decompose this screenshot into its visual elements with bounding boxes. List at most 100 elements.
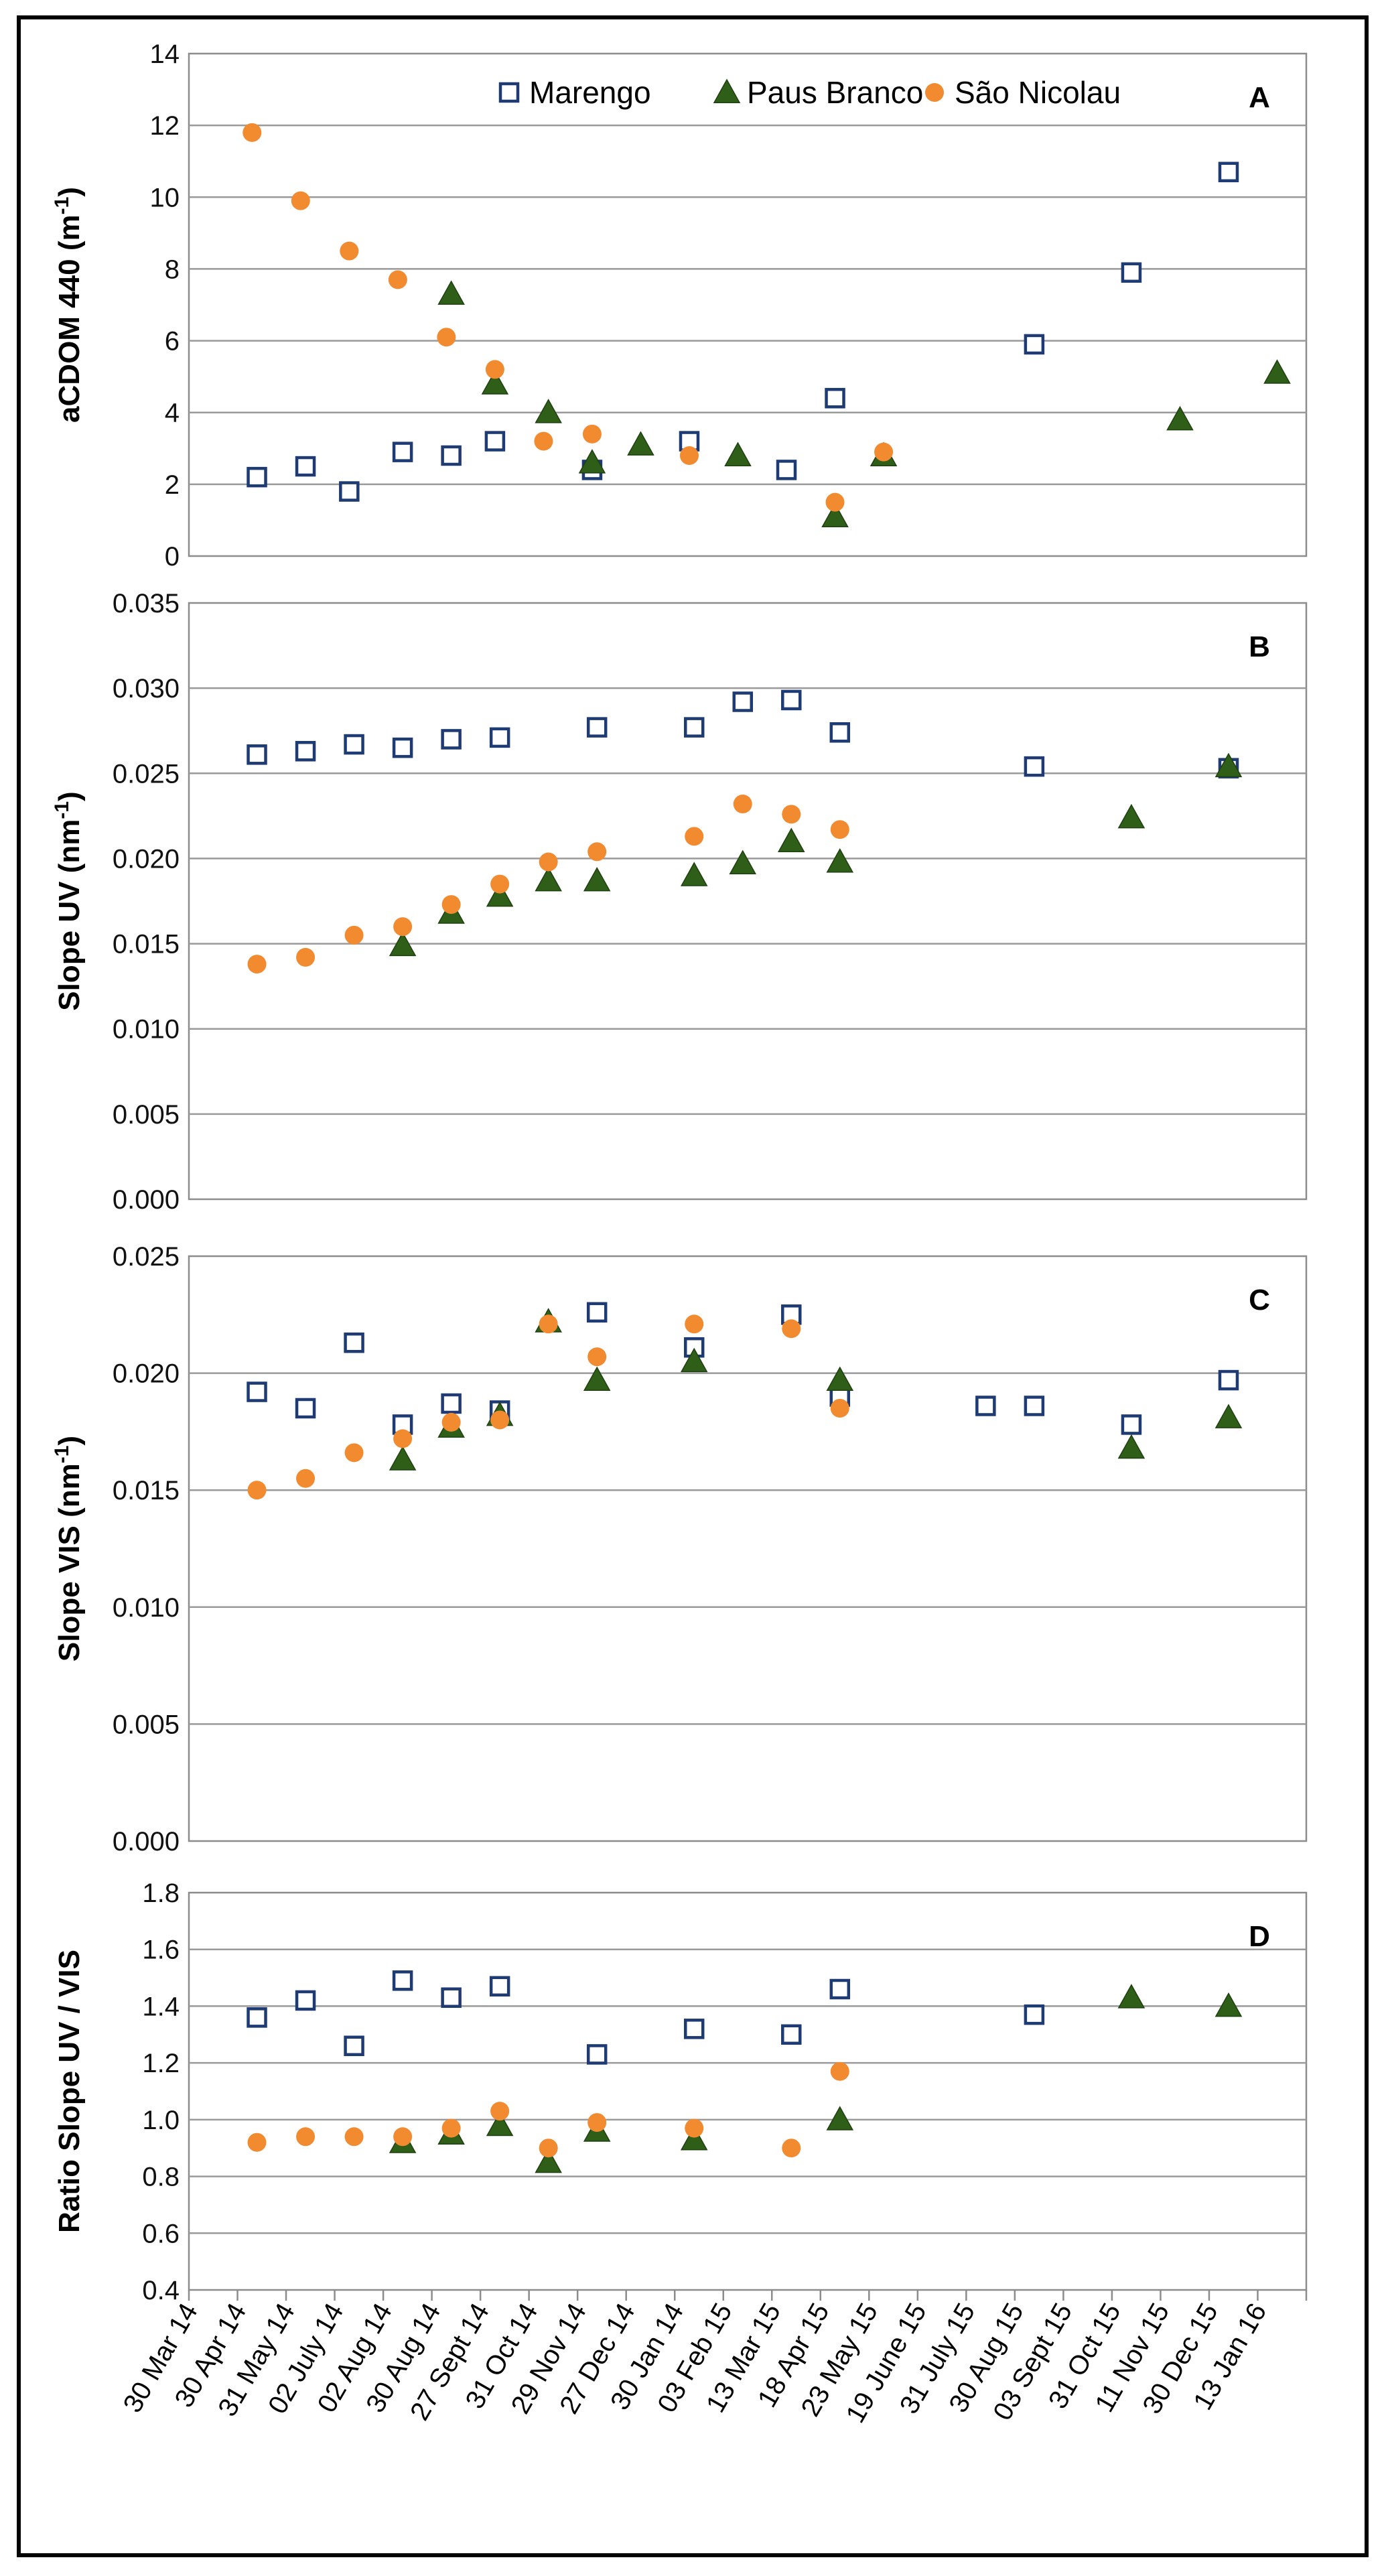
- y-axis-label: Slope VIS (nm-1): [51, 1436, 86, 1662]
- panel-a: 0 2 4 6 8 10 12 14 aCDOM 440 (m-1) A Marengo Paus B…: [51, 40, 1308, 571]
- data-point: [776, 460, 797, 480]
- data-point: [1263, 359, 1291, 384]
- data-point: [242, 123, 262, 142]
- data-point: [247, 1381, 267, 1402]
- data-point: [344, 2127, 364, 2147]
- data-point: [340, 241, 359, 261]
- y-tick-label: 0.015: [113, 930, 180, 959]
- data-point: [344, 925, 364, 945]
- panel-d: 0.4 0.6 0.8 1.0 1.2 1.4 1.6 1.8 Ratio Slope UV /…: [53, 1879, 1308, 2305]
- panel-c: 0.000 0.005 0.010 0.015 0.020 0.025 Slope VIS …: [51, 1242, 1308, 1856]
- data-point: [830, 1398, 849, 1418]
- data-point: [441, 2118, 461, 2138]
- legend-marker: [713, 78, 741, 103]
- data-point: [582, 424, 602, 444]
- data-point: [389, 1446, 417, 1471]
- data-point: [874, 442, 894, 462]
- data-point: [486, 2111, 514, 2137]
- data-point: [388, 270, 407, 289]
- data-point: [441, 729, 462, 750]
- data-point: [490, 2102, 510, 2121]
- y-tick-label: 10: [150, 183, 180, 212]
- data-point: [393, 1429, 413, 1448]
- data-point: [1117, 1984, 1146, 2009]
- data-point: [490, 1410, 510, 1430]
- data-point: [732, 691, 753, 712]
- data-point: [489, 1976, 510, 1997]
- data-point: [683, 2019, 705, 2039]
- series-s-o-nicolau: [247, 2061, 849, 2158]
- data-point: [680, 1347, 708, 1373]
- legend-label: São Nicolau: [955, 75, 1121, 110]
- y-axis-label: aCDOM 440 (m-1): [51, 187, 86, 423]
- data-point: [481, 370, 509, 395]
- data-point: [441, 895, 461, 914]
- y-tick-label: 0.010: [113, 1015, 180, 1044]
- data-point: [1121, 1414, 1142, 1435]
- data-point: [247, 1481, 267, 1500]
- y-tick-label: 0.000: [113, 1185, 180, 1215]
- y-tick-label: 2: [165, 470, 180, 500]
- y-tick-label: 0.005: [113, 1100, 180, 1130]
- data-point: [685, 2118, 704, 2138]
- data-point: [392, 442, 413, 462]
- data-point: [680, 862, 708, 886]
- data-point: [489, 727, 510, 748]
- data-point: [437, 280, 465, 305]
- data-point: [587, 2113, 607, 2132]
- data-point: [1215, 1404, 1243, 1428]
- data-point: [1218, 161, 1239, 183]
- data-point: [486, 882, 514, 907]
- plot-area: [188, 52, 1308, 557]
- y-tick-label: 0.4: [142, 2276, 180, 2305]
- data-point: [534, 431, 553, 451]
- data-point: [539, 1314, 558, 1334]
- data-point: [339, 481, 360, 502]
- y-tick-label: 0.005: [113, 1710, 180, 1739]
- data-point: [485, 360, 504, 379]
- panels-layer: 0 2 4 6 8 10 12 14 aCDOM 440 (m-1) A Marengo Paus B…: [51, 40, 1308, 2428]
- data-point: [296, 947, 316, 967]
- series-paus-branco: [437, 280, 1291, 528]
- data-point: [825, 388, 845, 409]
- y-tick-label: 0.035: [113, 589, 180, 618]
- data-point: [1121, 262, 1142, 283]
- y-axis-label: Ratio Slope UV / VIS: [53, 1950, 86, 2233]
- y-tick-label: 12: [150, 111, 180, 141]
- data-point: [587, 1347, 607, 1367]
- y-tick-label: 0.025: [113, 759, 180, 789]
- y-tick-label: 1.2: [142, 2049, 180, 2078]
- data-point: [247, 955, 267, 974]
- data-point: [830, 820, 849, 839]
- data-point: [1024, 334, 1045, 355]
- data-point: [441, 1412, 461, 1432]
- data-point: [389, 931, 417, 957]
- data-point: [484, 431, 506, 452]
- data-point: [826, 848, 854, 873]
- y-tick-label: 14: [150, 40, 180, 69]
- data-point: [782, 1319, 801, 1339]
- data-point: [578, 449, 606, 474]
- data-point: [539, 2139, 558, 2158]
- y-tick-label: 6: [165, 327, 180, 356]
- data-point: [247, 466, 267, 488]
- data-point: [291, 191, 310, 210]
- data-point: [729, 850, 757, 875]
- data-point: [1024, 2004, 1045, 2025]
- panel-label: A: [1249, 81, 1270, 114]
- data-point: [781, 689, 802, 711]
- series-s-o-nicolau: [247, 1314, 849, 1500]
- data-point: [393, 2127, 413, 2147]
- series-marengo: [247, 1970, 1045, 2065]
- data-point: [781, 2024, 802, 2045]
- data-point: [296, 2127, 316, 2147]
- data-point: [821, 502, 849, 528]
- data-point: [1024, 1396, 1045, 1416]
- data-point: [733, 795, 752, 814]
- data-point: [393, 917, 413, 937]
- y-tick-label: 0.015: [113, 1476, 180, 1505]
- data-point: [830, 2061, 849, 2081]
- legend-marker: [925, 83, 944, 102]
- y-tick-label: 4: [165, 399, 180, 428]
